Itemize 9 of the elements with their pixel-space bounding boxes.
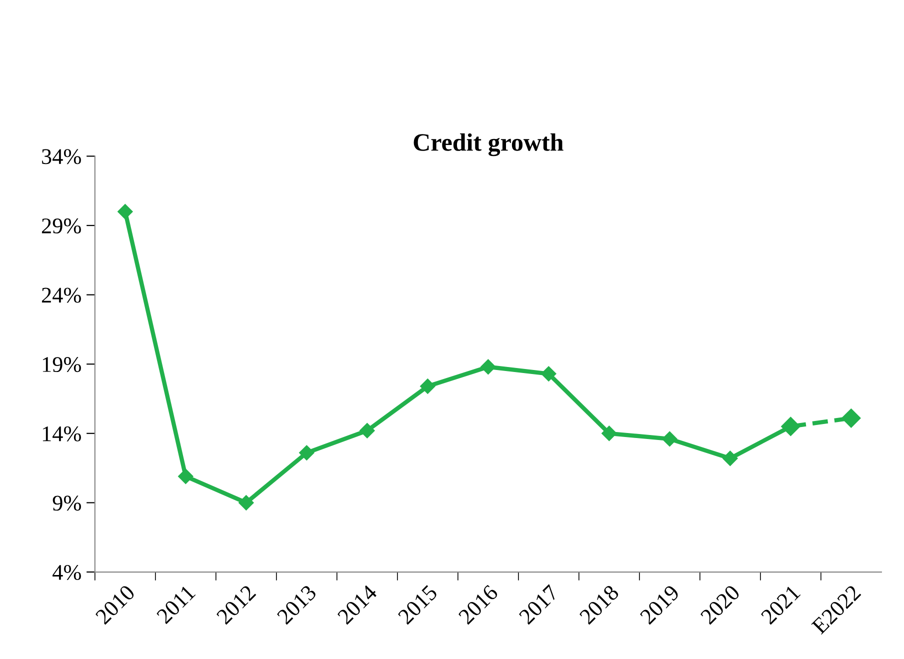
y-tick-label: 29% bbox=[42, 218, 81, 234]
y-tick-label: 4% bbox=[52, 564, 81, 580]
x-tick-label: 2011 bbox=[156, 584, 196, 624]
y-tick-label: 9% bbox=[52, 496, 81, 511]
y-tick-label: 24% bbox=[42, 288, 81, 303]
y-tick-label: 14% bbox=[42, 426, 81, 442]
y-tick-label: 19% bbox=[42, 357, 81, 372]
chart-title: Credit growth bbox=[414, 133, 564, 156]
y-tick-label: 34% bbox=[42, 149, 81, 164]
